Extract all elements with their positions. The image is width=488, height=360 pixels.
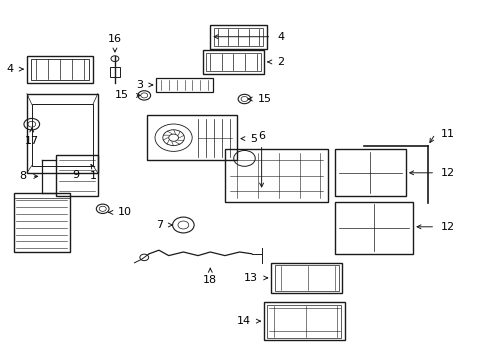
Bar xyxy=(203,50,264,74)
Bar xyxy=(27,94,98,173)
Bar xyxy=(32,104,93,166)
Bar xyxy=(206,53,260,71)
Text: 6: 6 xyxy=(258,131,264,141)
Text: 13: 13 xyxy=(244,273,258,283)
Bar xyxy=(264,302,344,340)
Text: 4: 4 xyxy=(6,64,14,74)
Bar xyxy=(271,263,342,293)
Text: 9: 9 xyxy=(72,170,79,180)
Bar xyxy=(110,67,120,77)
Bar xyxy=(334,202,412,254)
Text: 7: 7 xyxy=(155,220,163,230)
Bar xyxy=(210,25,266,49)
Bar xyxy=(56,155,98,196)
Text: 15: 15 xyxy=(257,94,271,104)
Bar xyxy=(156,78,212,92)
Text: 18: 18 xyxy=(203,275,217,285)
Text: 3: 3 xyxy=(136,80,143,90)
Bar xyxy=(14,193,70,252)
Bar xyxy=(334,149,405,196)
Bar xyxy=(27,56,93,83)
Text: 14: 14 xyxy=(236,316,250,326)
Text: 2: 2 xyxy=(277,57,284,67)
Text: 8: 8 xyxy=(19,171,26,181)
Text: 16: 16 xyxy=(108,34,122,44)
Bar xyxy=(274,265,338,291)
Text: 1: 1 xyxy=(89,171,96,181)
Bar xyxy=(31,59,89,80)
Text: 12: 12 xyxy=(440,168,454,178)
Text: 5: 5 xyxy=(250,134,257,144)
Bar xyxy=(213,28,263,46)
Text: 12: 12 xyxy=(440,222,454,232)
Bar xyxy=(224,149,327,202)
Text: 11: 11 xyxy=(440,129,454,139)
Text: 17: 17 xyxy=(25,136,39,146)
Text: 10: 10 xyxy=(117,207,131,217)
Bar xyxy=(267,305,341,338)
Text: 4: 4 xyxy=(277,32,284,42)
Text: 15: 15 xyxy=(114,90,128,100)
